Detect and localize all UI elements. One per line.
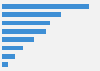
Bar: [2, 29, 46, 34]
Bar: [2, 12, 61, 17]
Bar: [2, 21, 50, 25]
Bar: [2, 62, 8, 67]
Bar: [2, 54, 15, 59]
Bar: [2, 46, 23, 50]
Bar: [2, 4, 89, 9]
Bar: [2, 37, 34, 42]
